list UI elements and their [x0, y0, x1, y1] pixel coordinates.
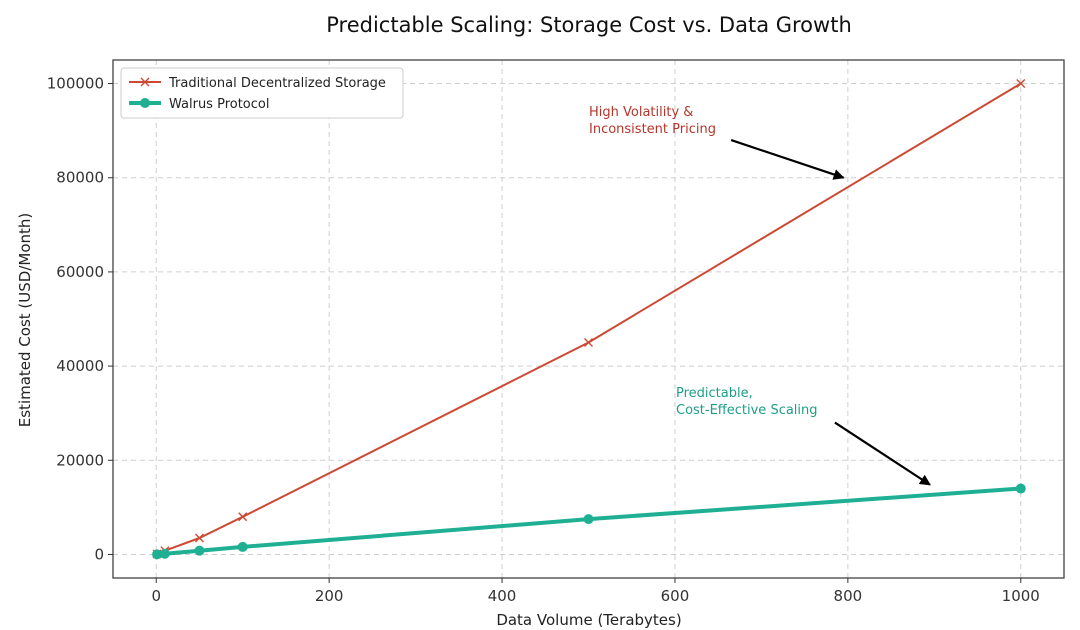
data-point — [237, 541, 248, 552]
annotation-text: Predictable, — [676, 386, 753, 401]
series-2 — [152, 483, 1026, 560]
data-point — [194, 545, 205, 556]
x-tick-label: 400 — [488, 587, 517, 605]
chart-title: Predictable Scaling: Storage Cost vs. Da… — [326, 13, 852, 37]
data-point — [238, 512, 248, 522]
legend: Traditional Decentralized Storage Walrus … — [120, 67, 404, 119]
y-tick-label: 20000 — [56, 451, 104, 469]
data-point — [194, 533, 204, 543]
series-1 — [152, 79, 1026, 559]
x-tick-label: 1000 — [1002, 587, 1040, 605]
annotation-arrow — [834, 421, 931, 486]
annotation-text: Inconsistent Pricing — [589, 122, 716, 137]
x-tick-label: 0 — [151, 587, 161, 605]
y-tick-label: 60000 — [56, 263, 104, 281]
x-tick-label: 600 — [661, 587, 690, 605]
y-axis-label: Estimated Cost (USD/Month) — [16, 213, 34, 427]
x-tick-label: 200 — [315, 587, 344, 605]
data-point — [583, 514, 594, 525]
legend-box — [120, 67, 404, 119]
annotation-text: High Volatility & — [589, 105, 693, 120]
x-tick-label: 800 — [834, 587, 863, 605]
y-tick-label: 80000 — [56, 169, 104, 187]
x-axis-label: Data Volume (Terabytes) — [496, 611, 681, 629]
data-point — [584, 338, 593, 348]
y-tick-label: 0 — [94, 545, 104, 563]
series-line — [156, 82, 1022, 555]
data-point — [1016, 79, 1026, 89]
legend-label: Traditional Decentralized Storage — [168, 76, 386, 91]
y-tick-label: 100000 — [47, 75, 104, 93]
legend-item: Walrus Protocol — [129, 97, 269, 112]
legend-marker — [140, 98, 150, 108]
axis-ticks: 0 200 400 600 800 1000 0 20000 40000 60000 80000 10… — [47, 75, 1040, 605]
legend-item: Traditional Decentralized Storage — [129, 76, 386, 91]
annotation-2: Predictable, Cost-Effective Scaling — [676, 386, 931, 486]
annotation-text: Cost-Effective Scaling — [676, 403, 818, 418]
legend-label: Walrus Protocol — [169, 97, 269, 112]
plot-area — [112, 59, 1065, 579]
data-point — [1015, 483, 1026, 494]
series-layer — [152, 79, 1026, 560]
data-point — [152, 549, 163, 560]
annotations: High Volatility & Inconsistent Pricing Pre… — [589, 105, 931, 486]
legend-marker — [140, 77, 150, 87]
annotation-arrow — [730, 139, 845, 180]
y-tick-label: 40000 — [56, 357, 104, 375]
data-point — [159, 548, 170, 559]
annotation-1: High Volatility & Inconsistent Pricing — [589, 105, 845, 180]
grid — [113, 60, 1064, 578]
